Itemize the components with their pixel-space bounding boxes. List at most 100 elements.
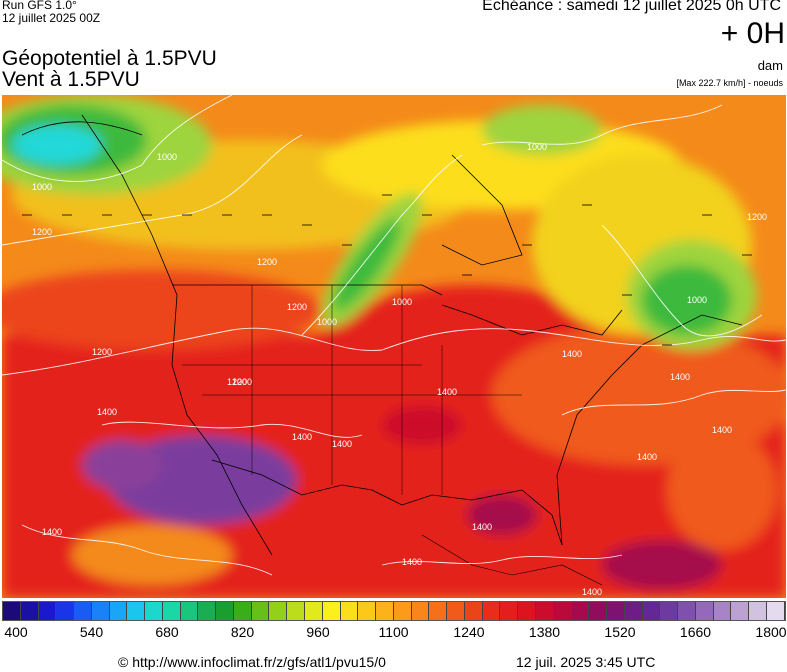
color-scale-tick-label: 680 <box>155 624 179 640</box>
color-swatch <box>127 602 146 620</box>
color-swatch <box>589 602 608 620</box>
color-swatch <box>216 602 234 620</box>
contour-label: 1400 <box>562 349 582 359</box>
hudson-bay-coastline <box>441 154 523 266</box>
contour-line <box>381 554 623 566</box>
contour-line <box>101 421 363 438</box>
color-swatch <box>411 602 430 620</box>
contour-label: 1400 <box>712 425 732 435</box>
contour-label: 1400 <box>472 522 492 532</box>
field-region-green <box>642 265 732 335</box>
contour-label: 1400 <box>402 557 422 567</box>
alaska-coastline <box>21 121 143 136</box>
contour-label: 1200 <box>32 227 52 237</box>
color-swatch <box>535 602 554 620</box>
contour-label: 1400 <box>637 452 657 462</box>
color-swatch <box>20 602 39 620</box>
contour-label: 1000 <box>32 182 52 192</box>
color-swatch <box>749 602 767 620</box>
contour-label: 1400 <box>582 587 602 597</box>
color-swatch <box>518 602 536 620</box>
contour-line <box>2 327 383 376</box>
contour-label: 1400 <box>42 527 62 537</box>
color-swatch <box>624 602 643 620</box>
northeast-coastline <box>641 314 743 346</box>
color-swatch <box>3 602 21 620</box>
unit-label: dam <box>757 58 783 73</box>
color-scale-tick-label: 1660 <box>679 624 712 640</box>
color-swatch <box>464 602 483 620</box>
contour-label: 1400 <box>97 407 117 417</box>
field-region-light-green <box>482 105 602 155</box>
great-lakes-border <box>441 304 623 336</box>
forecast-valid-time: Echéance : samedi 12 juillet 2025 0h UTC <box>482 0 781 14</box>
color-swatch <box>429 602 448 620</box>
gulf-coastline <box>371 489 563 546</box>
contour-label: 1000 <box>317 317 337 327</box>
run-date: 12 juillet 2025 00Z <box>2 11 101 25</box>
color-swatch <box>571 602 590 620</box>
weather-map: 1000 1000 1000 1200 1200 1000 1200 1200 … <box>2 95 786 598</box>
contour-line <box>561 389 786 416</box>
color-scale-tick-label: 1380 <box>528 624 561 640</box>
color-swatch <box>358 602 377 620</box>
contour-label: 1000 <box>687 295 707 305</box>
color-swatch <box>695 602 714 620</box>
contour-line <box>381 328 786 351</box>
contour-label: 1400 <box>332 439 352 449</box>
color-scale-ticks: 400 540 680 820 960 1100 1240 1380 1520 1660 1800 <box>0 624 787 642</box>
contour-label: 1000 <box>527 142 547 152</box>
color-swatch <box>91 602 110 620</box>
field-region-red <box>2 270 322 350</box>
field-region-purple <box>82 440 162 490</box>
map-field-svg: 1000 1000 1000 1200 1200 1000 1200 1200 … <box>2 95 786 598</box>
color-scale-tick-label: 1520 <box>604 624 636 640</box>
contour-label: 1200 <box>747 212 767 222</box>
color-swatch <box>482 602 501 620</box>
contour-label: 1200 <box>232 377 252 387</box>
contour-label: 1000 <box>392 297 412 307</box>
contour-label: 1400 <box>437 387 457 397</box>
color-swatch <box>180 602 199 620</box>
color-scale-bar <box>2 601 786 621</box>
geopotential-field <box>2 95 786 598</box>
contour-line <box>21 524 273 576</box>
atlantic-coastline <box>556 344 643 546</box>
color-swatch <box>713 602 732 620</box>
color-swatch <box>145 602 163 620</box>
field-region-cyan <box>12 125 102 165</box>
field-region-purple <box>467 495 537 535</box>
color-swatch <box>233 602 252 620</box>
forecast-offset: + 0H <box>720 17 785 50</box>
contour-line <box>601 224 763 337</box>
us-mexico-border <box>211 459 373 496</box>
pacific-coastline <box>81 114 273 556</box>
color-swatch <box>56 602 75 620</box>
contour-line <box>301 154 463 336</box>
field-region-purple <box>602 540 722 590</box>
contour-label: 1200 <box>227 377 247 387</box>
field-region-orange <box>667 430 777 550</box>
color-swatch <box>393 602 412 620</box>
caribbean-coastline <box>421 534 603 586</box>
color-swatch <box>376 602 394 620</box>
geopotential-contours <box>2 95 786 576</box>
color-swatch <box>305 602 323 620</box>
color-swatch <box>269 602 288 620</box>
color-swatch <box>766 602 785 620</box>
color-swatch <box>109 602 128 620</box>
color-swatch <box>38 602 57 620</box>
contour-label: 1200 <box>287 302 307 312</box>
color-swatch <box>447 602 465 620</box>
color-swatch <box>340 602 359 620</box>
color-swatch <box>607 602 625 620</box>
color-scale-tick-label: 1100 <box>378 624 409 640</box>
contour-labels: 1000 1000 1000 1200 1200 1000 1200 1200 … <box>32 142 767 597</box>
color-swatch <box>322 602 341 620</box>
color-swatch <box>642 602 661 620</box>
field-region-green <box>333 219 401 311</box>
generation-timestamp: 12 juil. 2025 3:45 UTC <box>516 654 656 670</box>
color-swatch <box>731 602 750 620</box>
color-scale-tick-label: 820 <box>230 624 255 640</box>
contour-line <box>2 95 233 182</box>
